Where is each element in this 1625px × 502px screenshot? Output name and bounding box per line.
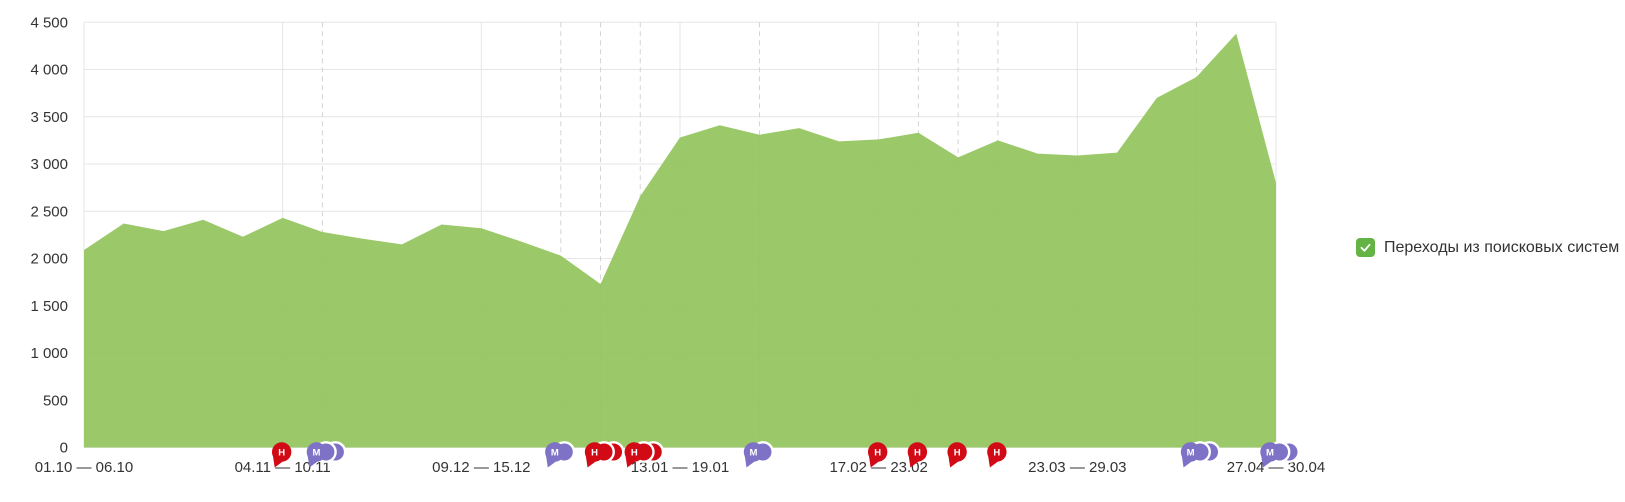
bubble-letter: Н (993, 447, 1000, 458)
x-axis-tick-label: 04.11 — 10.11 (235, 459, 331, 476)
y-axis-tick-label: 500 (43, 392, 68, 409)
bubble-circle (306, 442, 327, 462)
legend-series-label[interactable]: Переходы из поисковых систем (1384, 238, 1620, 256)
annotation-marker-М[interactable]: М (743, 441, 774, 468)
bubble-circle (271, 442, 292, 462)
annotation-marker-М[interactable]: М (306, 441, 347, 468)
annotation-marker-Н[interactable]: Н (987, 442, 1007, 468)
bubble-circle (545, 442, 565, 462)
x-axis-tick-label: 27.04 — 30.04 (1227, 459, 1325, 476)
y-axis-tick-label: 1 000 (30, 345, 68, 362)
legend: Переходы из поисковых систем (1356, 238, 1619, 257)
y-axis-tick-label: 4 000 (30, 62, 68, 79)
bubble-circle (624, 442, 644, 462)
bubble-circle (1180, 442, 1201, 462)
annotation-marker-М[interactable]: М (1260, 441, 1300, 468)
bubble-circle (987, 442, 1007, 462)
bubble-letter: Н (631, 447, 638, 458)
x-axis-tick-label: 13.01 — 19.01 (631, 459, 729, 476)
annotation-marker-Н[interactable]: Н (907, 442, 928, 468)
annotation-marker-Н[interactable]: Н (584, 441, 625, 468)
y-axis-tick-label: 4 500 (30, 14, 68, 31)
y-axis-tick-label: 3 000 (30, 156, 68, 173)
bubble-letter: Н (954, 447, 961, 458)
bubble-circle (867, 442, 888, 462)
bubble-circle (907, 442, 928, 462)
y-axis-tick-label: 1 500 (30, 298, 68, 315)
bubble-circle (584, 442, 605, 462)
bubble-letter: М (1266, 447, 1274, 458)
bubble-letter: Н (591, 447, 598, 458)
x-axis-tick-label: 09.12 — 15.12 (432, 459, 530, 476)
legend-checkbox[interactable] (1356, 238, 1375, 257)
x-axis-tick-label: 23.03 — 29.03 (1028, 459, 1126, 476)
bubble-letter: М (551, 447, 559, 458)
bubble-letter: Н (914, 447, 921, 458)
annotation-marker-М[interactable]: М (1180, 441, 1221, 468)
annotation-marker-Н[interactable]: Н (947, 442, 967, 468)
annotation-marker-Н[interactable]: Н (867, 442, 888, 468)
bubble-circle (947, 442, 967, 462)
bubble-letter: М (1187, 447, 1195, 458)
y-axis-tick-label: 3 500 (30, 109, 68, 126)
series-area-search-traffic[interactable] (84, 33, 1276, 448)
bubble-letter: Н (874, 447, 881, 458)
checkmark-icon (1360, 243, 1371, 252)
bubble-letter: Н (278, 447, 285, 458)
bubble-circle (1260, 442, 1280, 462)
bubble-letter: М (750, 447, 758, 458)
annotation-marker-Н[interactable]: Н (271, 442, 292, 468)
y-axis-tick-label: 0 (60, 440, 68, 457)
y-axis-tick-label: 2 500 (30, 203, 68, 220)
annotation-marker-М[interactable]: М (545, 441, 576, 468)
annotation-marker-Н[interactable]: Н (624, 441, 665, 468)
x-axis-tick-label: 01.10 — 06.10 (35, 459, 133, 476)
x-axis-tick-label: 17.02 — 23.02 (829, 459, 927, 476)
bubble-letter: М (312, 447, 320, 458)
bubble-circle (743, 442, 764, 462)
y-axis-tick-label: 2 000 (30, 251, 68, 268)
